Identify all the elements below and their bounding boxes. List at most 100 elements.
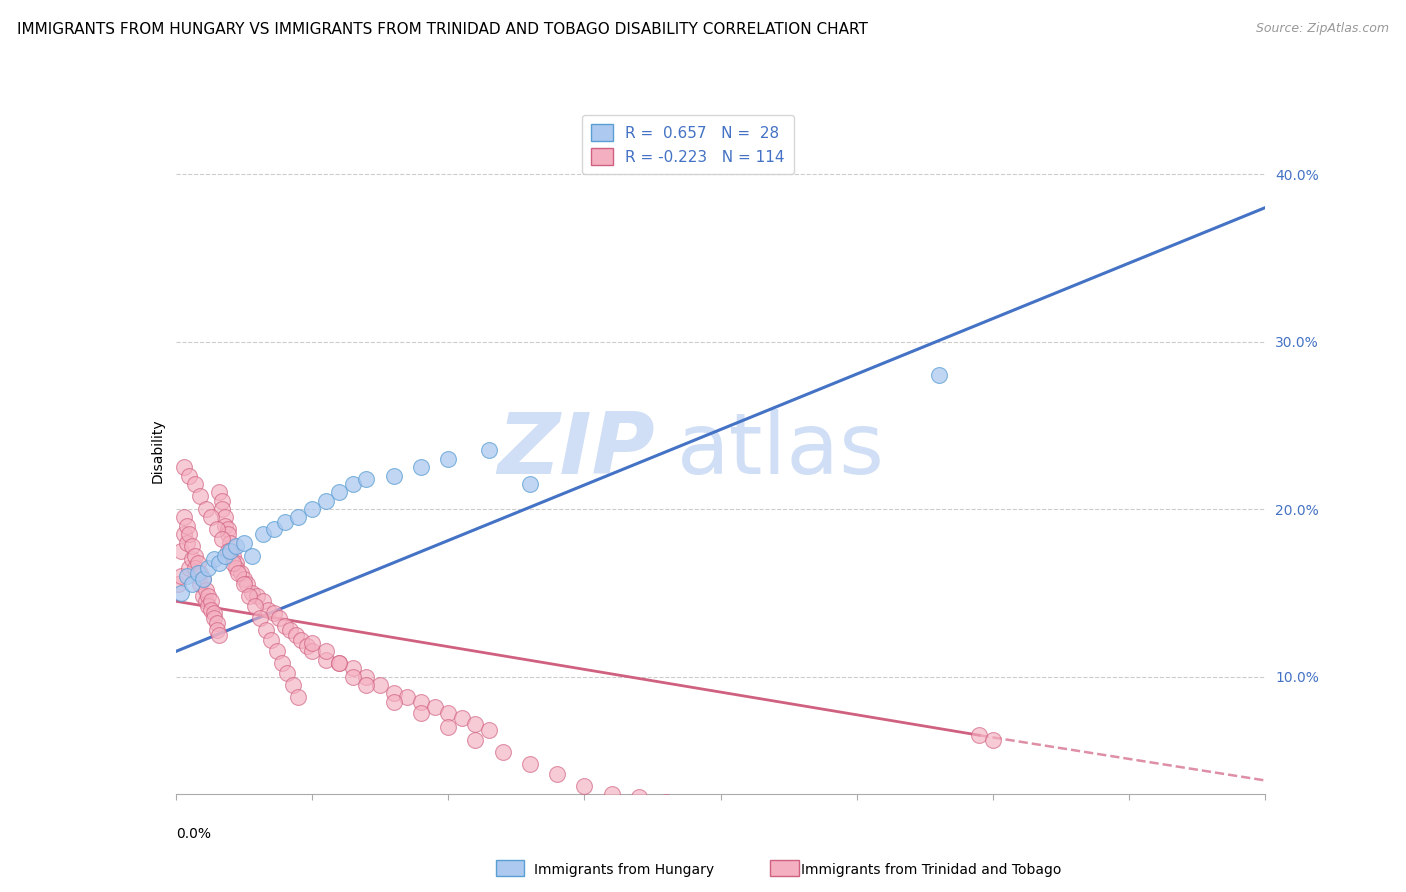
Point xyxy=(197,560,219,574)
Point xyxy=(342,661,364,675)
Point xyxy=(519,477,541,491)
Point xyxy=(328,485,350,500)
Point xyxy=(356,678,378,692)
Point xyxy=(211,493,233,508)
Text: 0.0%: 0.0% xyxy=(176,827,211,841)
Text: atlas: atlas xyxy=(678,409,884,492)
Point xyxy=(211,533,233,547)
Point xyxy=(202,606,225,620)
Point xyxy=(232,577,254,591)
Y-axis label: Disability: Disability xyxy=(150,418,165,483)
Point xyxy=(240,549,263,563)
Point xyxy=(219,544,242,558)
Point xyxy=(356,472,378,486)
Point xyxy=(627,790,650,805)
Point xyxy=(928,368,950,382)
Point xyxy=(301,636,323,650)
Point xyxy=(188,489,211,503)
Point xyxy=(232,573,254,587)
Point xyxy=(710,807,733,822)
Point xyxy=(295,640,318,654)
Point xyxy=(423,699,446,714)
Point xyxy=(222,556,245,570)
Point xyxy=(409,706,432,721)
Point xyxy=(342,477,364,491)
Point xyxy=(290,632,312,647)
Point xyxy=(437,451,460,466)
Point xyxy=(274,516,297,530)
Point xyxy=(217,527,239,541)
Point xyxy=(202,611,225,625)
Point xyxy=(176,535,198,549)
Point xyxy=(179,560,201,574)
Point xyxy=(492,745,515,759)
Text: ZIP: ZIP xyxy=(498,409,655,492)
Point xyxy=(315,644,337,658)
Point xyxy=(464,716,486,731)
Point xyxy=(437,720,460,734)
Text: Immigrants from Trinidad and Tobago: Immigrants from Trinidad and Tobago xyxy=(801,863,1062,877)
Point xyxy=(356,670,378,684)
Point xyxy=(194,582,217,597)
Point xyxy=(170,586,193,600)
Point xyxy=(271,657,294,671)
Point xyxy=(382,686,405,700)
Point xyxy=(450,711,472,725)
Point xyxy=(219,535,242,549)
Point xyxy=(232,535,254,549)
Point xyxy=(188,577,211,591)
Point xyxy=(181,552,204,566)
Point xyxy=(287,510,309,524)
Point xyxy=(682,804,704,818)
Point xyxy=(173,460,195,475)
Point xyxy=(179,468,201,483)
Point xyxy=(368,678,391,692)
Point xyxy=(252,594,274,608)
Point xyxy=(176,519,198,533)
Point xyxy=(276,666,298,681)
Point xyxy=(170,569,193,583)
Point xyxy=(225,556,247,570)
Point xyxy=(200,594,222,608)
Point xyxy=(219,544,242,558)
Point xyxy=(396,690,419,704)
Point xyxy=(382,468,405,483)
Point xyxy=(200,602,222,616)
Point xyxy=(208,628,231,642)
Point xyxy=(217,522,239,536)
Point xyxy=(281,678,304,692)
Point xyxy=(254,623,277,637)
Point xyxy=(194,502,217,516)
Point xyxy=(301,502,323,516)
Point xyxy=(235,577,257,591)
Point xyxy=(167,577,190,591)
Point xyxy=(260,632,283,647)
Point xyxy=(173,527,195,541)
Point xyxy=(181,539,204,553)
Point xyxy=(225,560,247,574)
Point xyxy=(328,657,350,671)
Point xyxy=(342,670,364,684)
Bar xyxy=(496,860,524,876)
Point xyxy=(202,552,225,566)
Point xyxy=(382,695,405,709)
Point xyxy=(243,599,266,614)
Point xyxy=(437,706,460,721)
Point xyxy=(464,733,486,747)
Point xyxy=(409,695,432,709)
Point xyxy=(173,510,195,524)
Point xyxy=(205,615,228,630)
Point xyxy=(186,556,209,570)
Point xyxy=(315,653,337,667)
Point xyxy=(208,556,231,570)
Point xyxy=(217,544,239,558)
Legend: R =  0.657   N =  28, R = -0.223   N = 114: R = 0.657 N = 28, R = -0.223 N = 114 xyxy=(582,115,793,175)
Point xyxy=(214,510,236,524)
Point xyxy=(574,779,596,793)
Point xyxy=(478,443,501,458)
Point xyxy=(763,817,786,831)
Point xyxy=(179,527,201,541)
Point xyxy=(197,589,219,603)
Point xyxy=(214,549,236,563)
Point xyxy=(188,566,211,580)
